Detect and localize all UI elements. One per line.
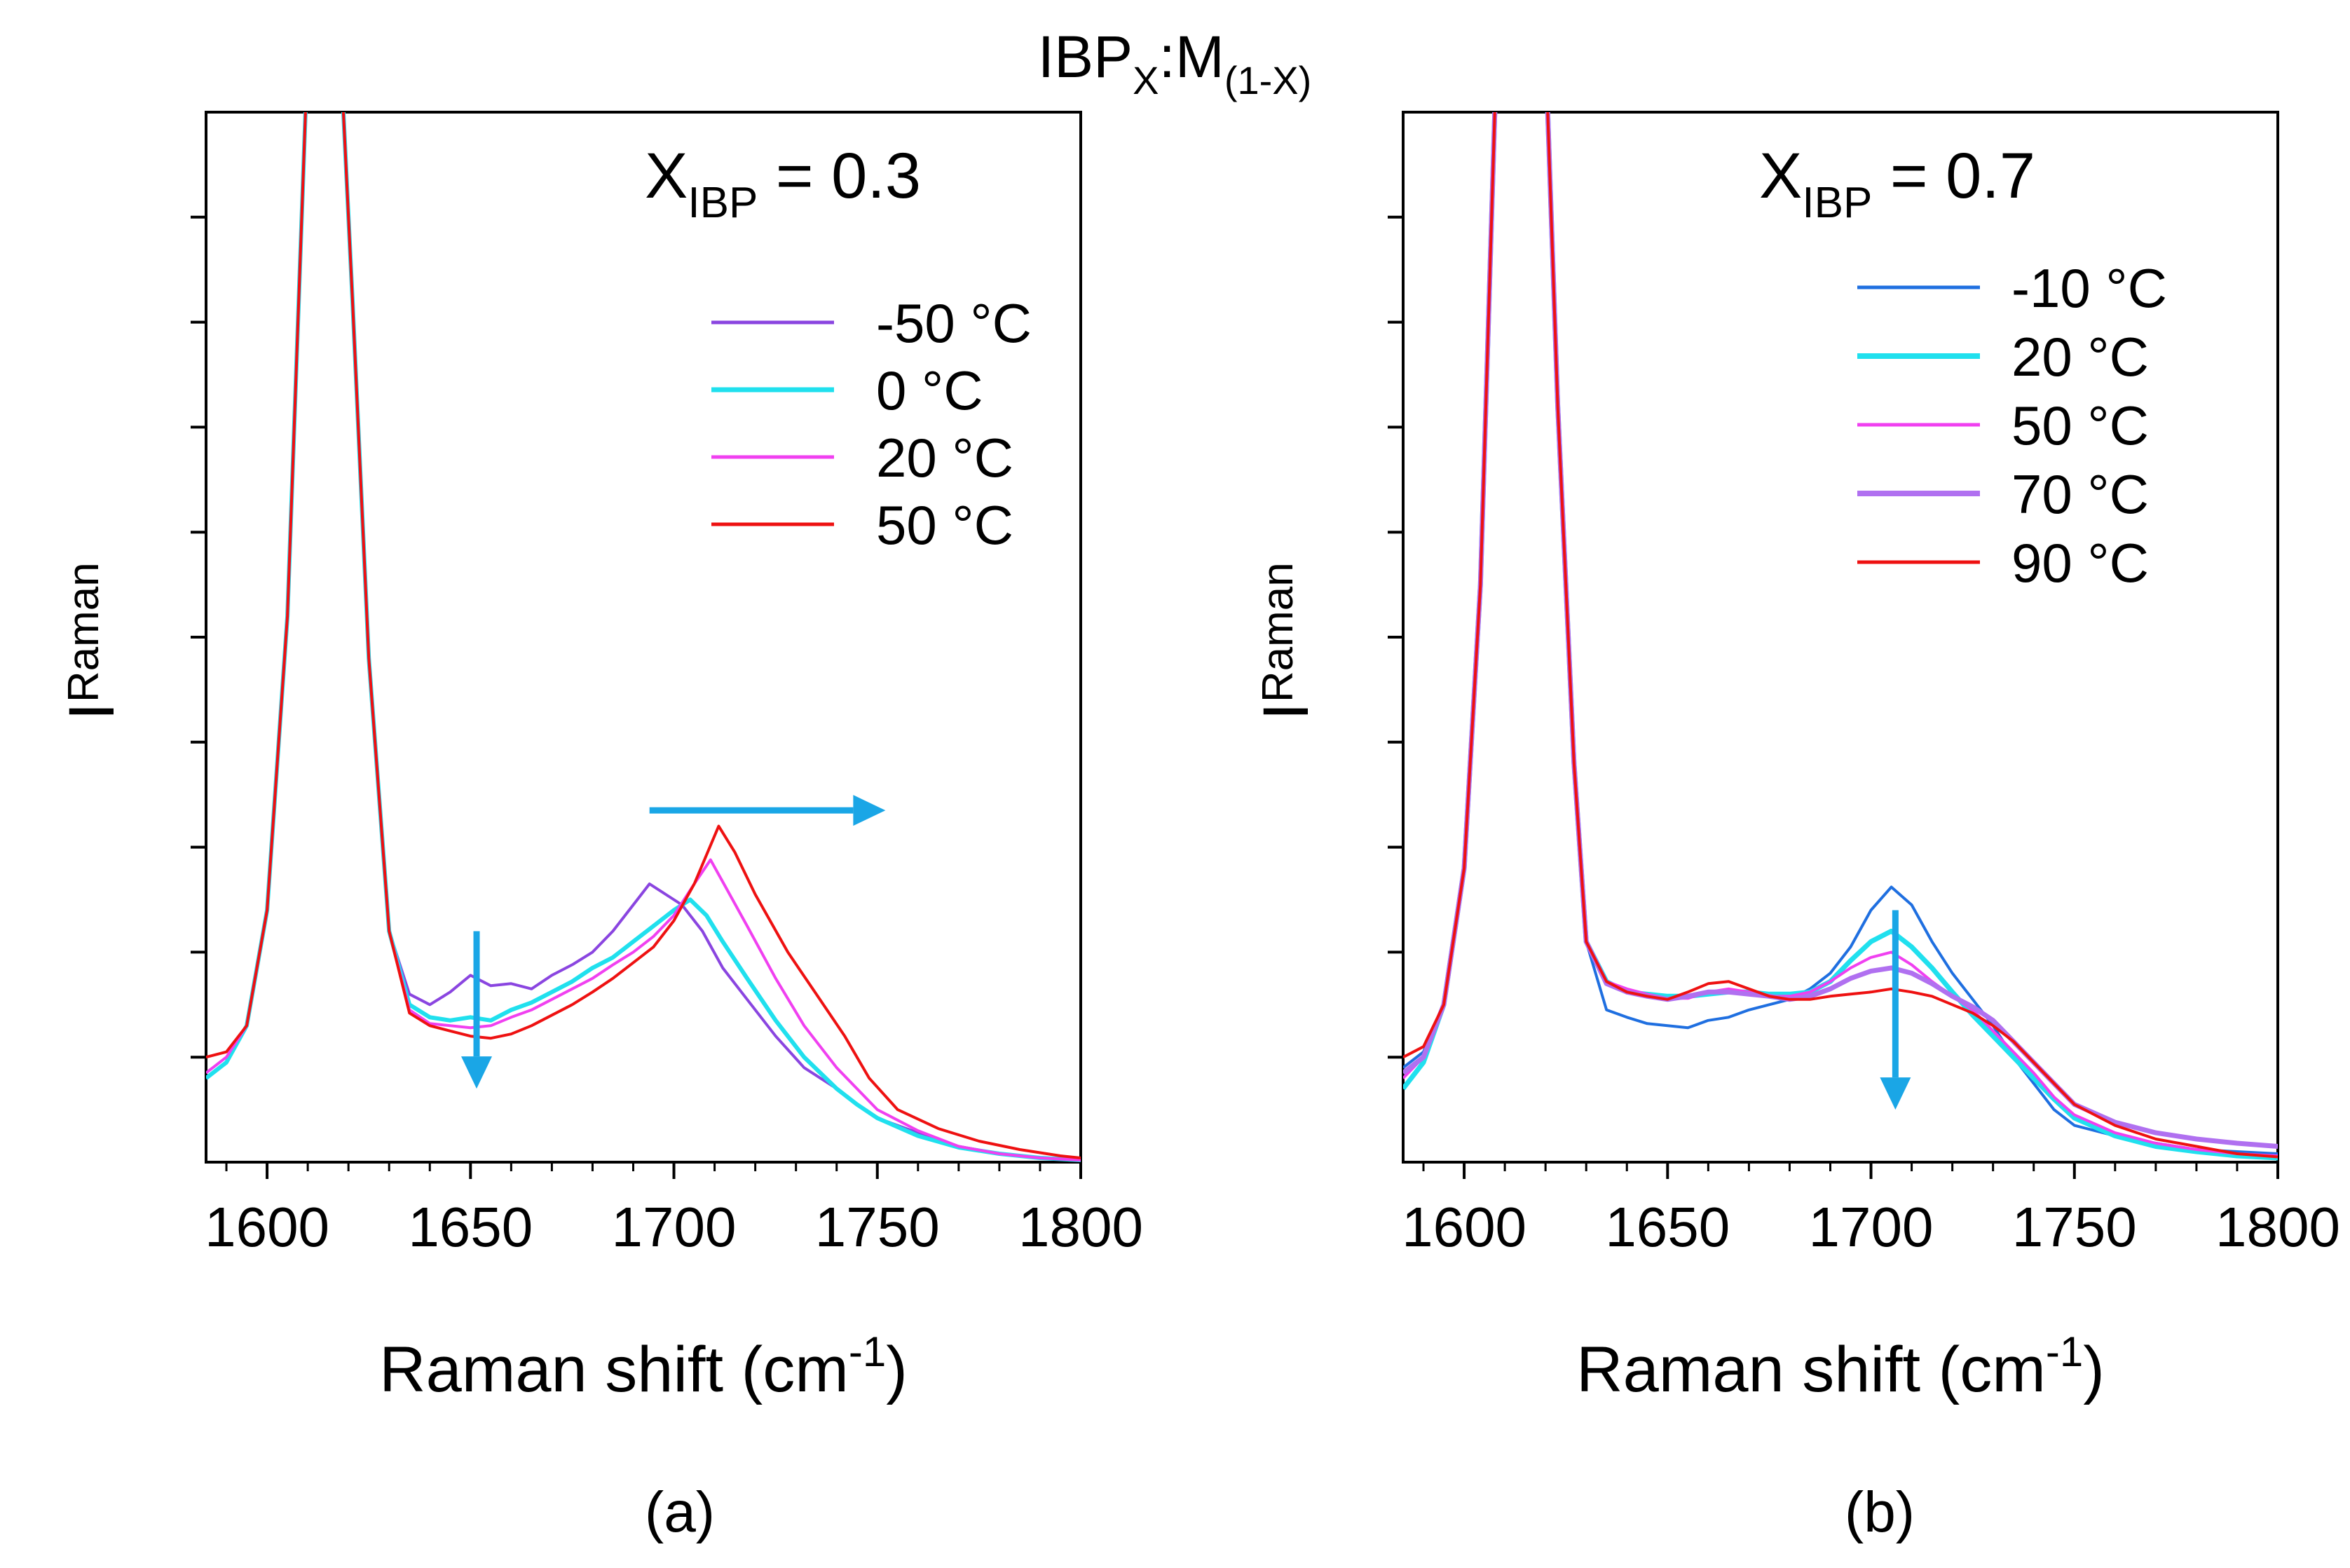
x-ticks: 1600 1650 1700 1750 1800 [205, 1162, 1143, 1258]
y-ticks [1388, 215, 1403, 1059]
x-tick-label: 1700 [1809, 1196, 1934, 1258]
series-line [206, 112, 1081, 1159]
series-group [1403, 112, 2278, 1161]
trend-arrow-head [1880, 1077, 1911, 1110]
legend-label: 50 °C [2011, 395, 2149, 456]
legend-label: 20 °C [2011, 326, 2149, 388]
legend-label: 50 °C [876, 494, 1013, 556]
legend-label: -50 °C [876, 292, 1032, 354]
x-axis-label: Raman shift (cm-1) [379, 1328, 908, 1405]
y-ticks [191, 215, 206, 1059]
x-tick-label: 1650 [408, 1196, 533, 1258]
series-group [206, 112, 1081, 1162]
trend-arrow-head [461, 1056, 493, 1089]
x-tick-label: 1600 [1402, 1196, 1526, 1258]
panel-b: 1600 1650 1700 1750 1800 XIBP = 0.7 -10 °C 20… [1250, 111, 2340, 1544]
x-tick-label: 1650 [1605, 1196, 1730, 1258]
legend-label: -10 °C [2011, 257, 2167, 319]
legend: -50 °C0 °C20 °C50 °C [711, 292, 1032, 556]
x-tick-label: 1800 [2215, 1196, 2340, 1258]
legend-label: 0 °C [876, 360, 983, 421]
panel-label: (b) [1845, 1480, 1915, 1544]
figure-title: IBPX:M(1-X) [1038, 24, 1312, 102]
x-tick-label: 1800 [1018, 1196, 1143, 1258]
y-axis-label: IRaman [56, 562, 128, 720]
x-ticks: 1600 1650 1700 1750 1800 [1402, 1162, 2340, 1258]
panel-label: (a) [645, 1480, 715, 1544]
legend-label: 90 °C [2011, 532, 2149, 594]
x-tick-label: 1600 [205, 1196, 329, 1258]
legend-label: 70 °C [2011, 463, 2149, 525]
legend-label: 20 °C [876, 427, 1013, 489]
arrows [1880, 910, 1911, 1110]
series-line [206, 112, 1081, 1162]
x-axis-label: Raman shift (cm-1) [1576, 1328, 2105, 1405]
series-line [206, 112, 1081, 1161]
series-line [1403, 112, 2278, 1159]
composition-annotation: XIBP = 0.7 [1759, 140, 2035, 227]
x-tick-label: 1750 [2012, 1196, 2137, 1258]
y-axis-label: IRaman [1250, 562, 1322, 720]
plot-area-frame [205, 111, 1082, 1164]
panel-a: 1600 1650 1700 1750 1800 XIBP = 0.3 -50 °C0 … [56, 111, 1143, 1544]
legend: -10 °C 20 °C 50 °C 70 °C 90 °C [1857, 257, 2167, 594]
series-line [206, 112, 1081, 1161]
trend-arrow-head [853, 795, 886, 826]
x-tick-label: 1700 [612, 1196, 737, 1258]
arrows [461, 795, 886, 1089]
composition-annotation: XIBP = 0.3 [645, 140, 921, 227]
x-tick-label: 1750 [815, 1196, 940, 1258]
